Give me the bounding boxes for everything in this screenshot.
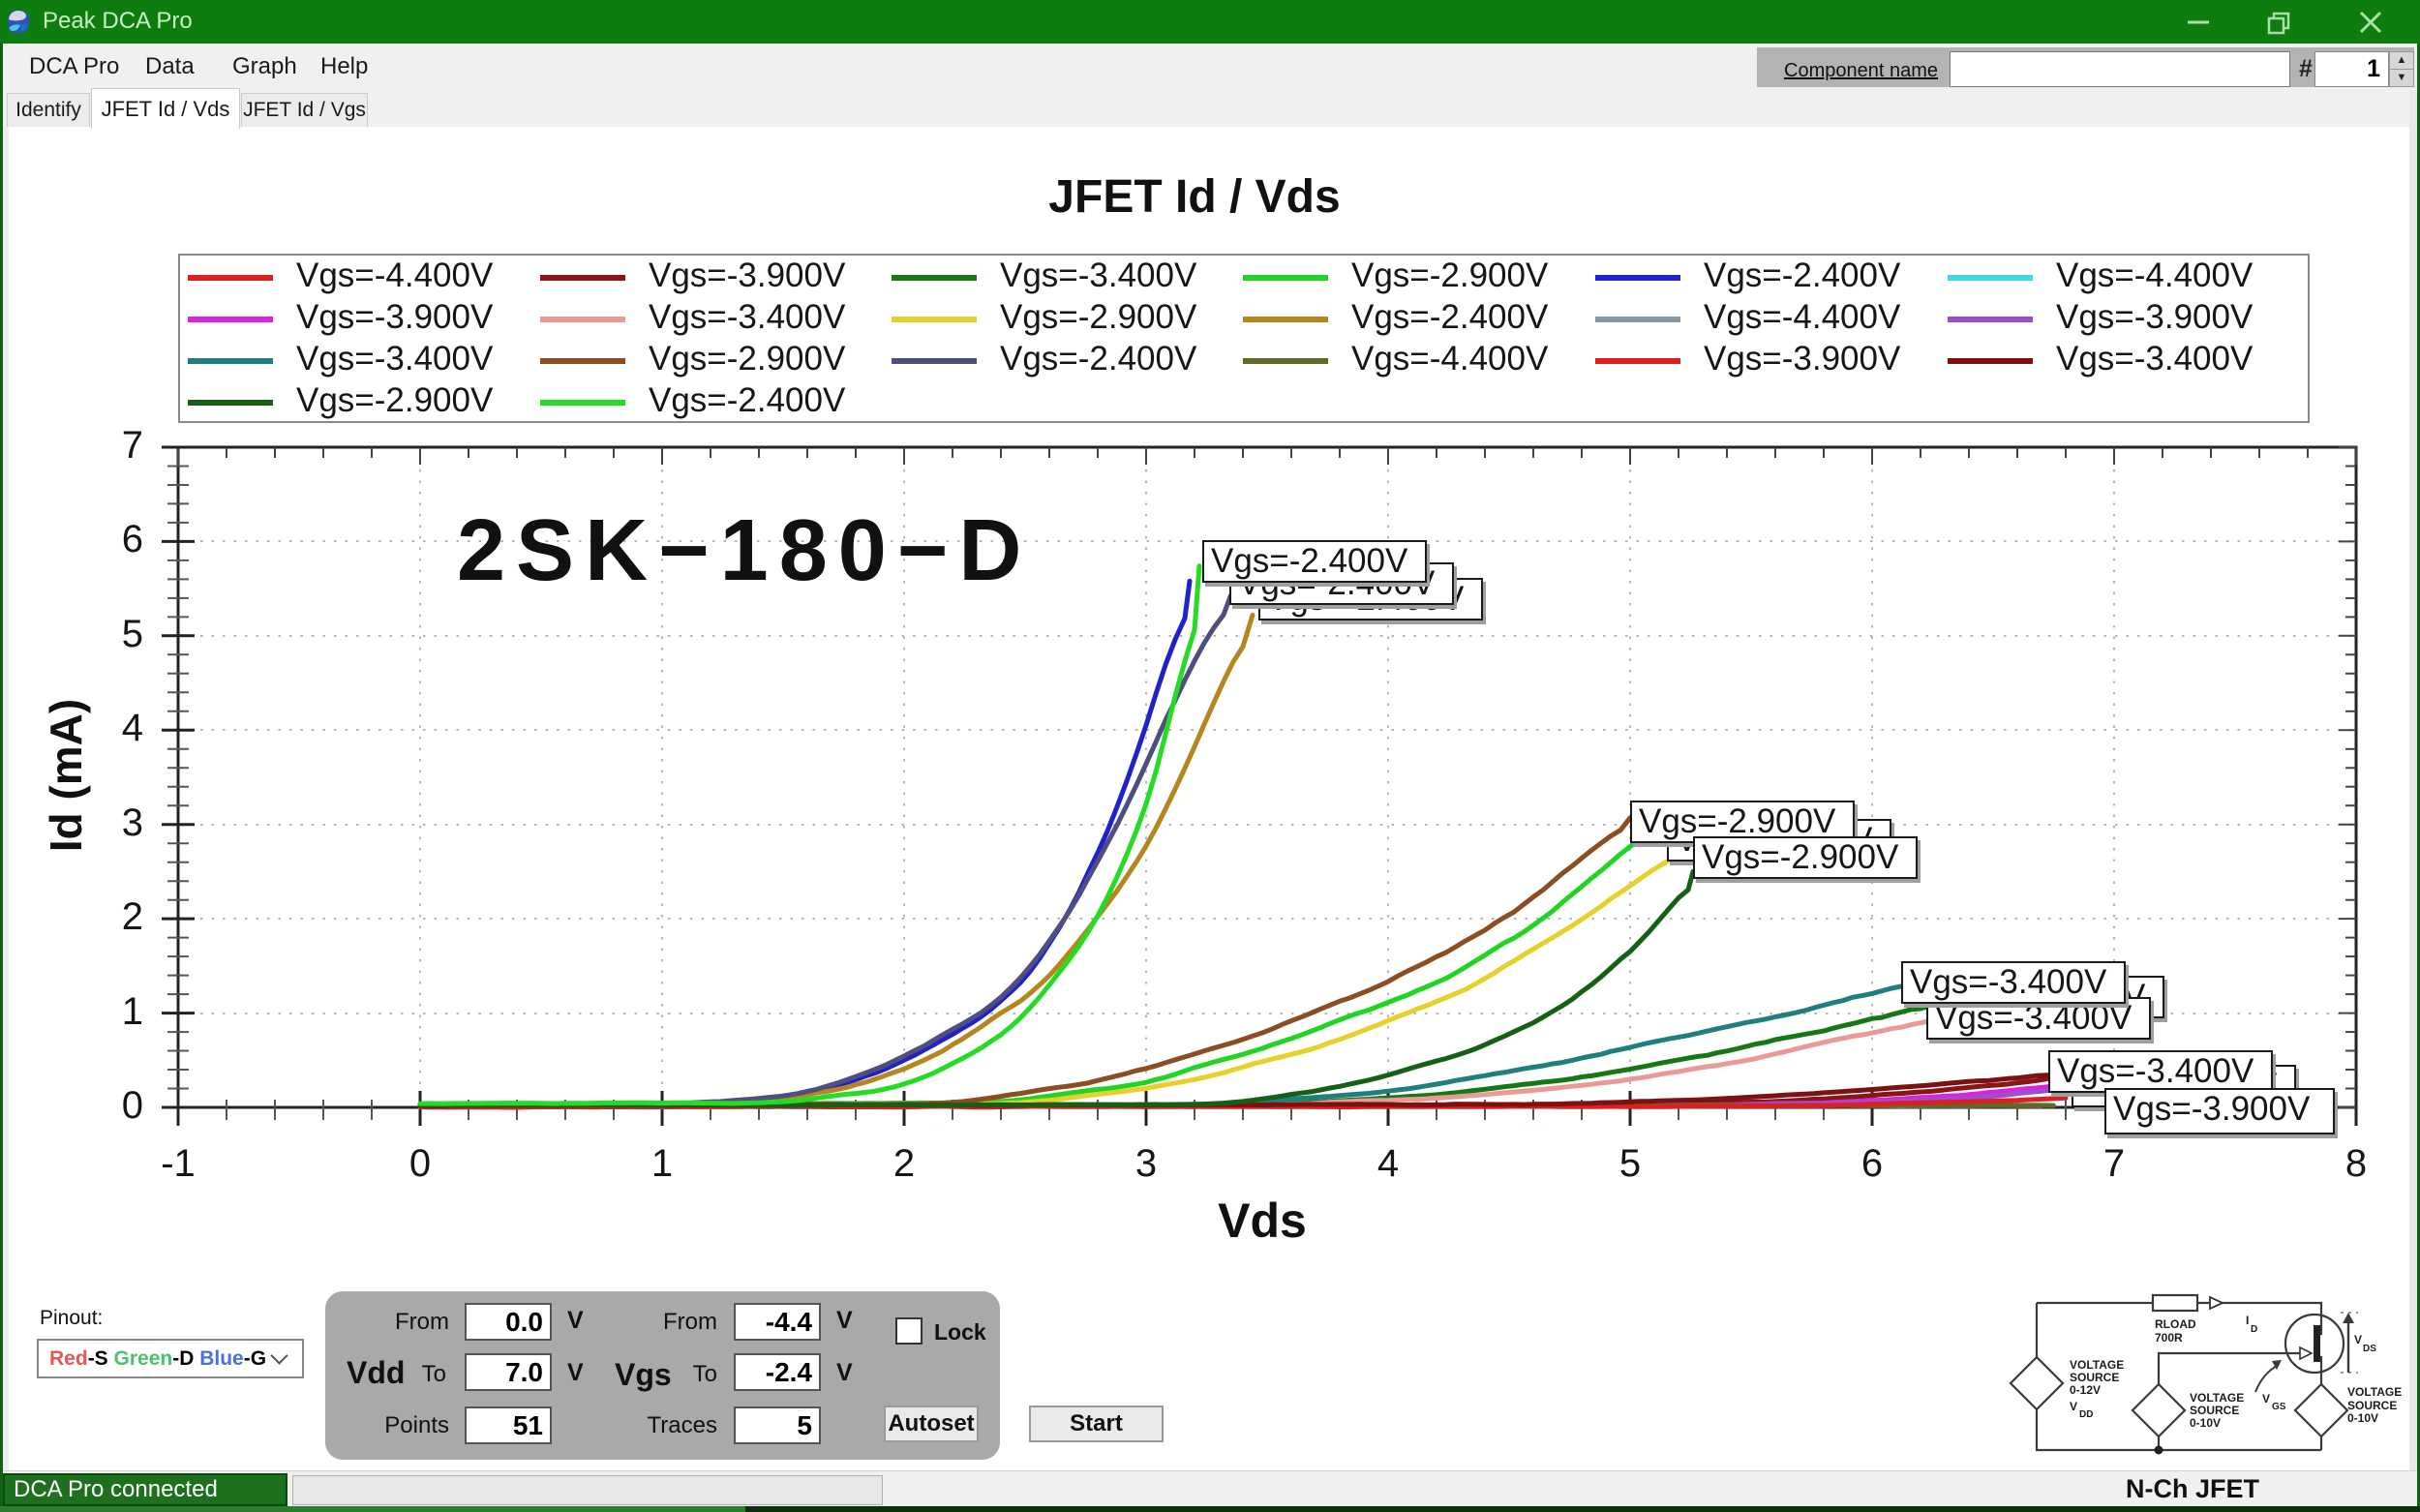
svg-text:V: V — [2354, 1333, 2362, 1346]
svg-text:0-10V: 0-10V — [2347, 1411, 2378, 1425]
svg-text:RLOAD: RLOAD — [2155, 1317, 2196, 1331]
svg-text:D: D — [2251, 1324, 2257, 1335]
svg-text:0-10V: 0-10V — [2190, 1416, 2221, 1430]
svg-text:SOURCE: SOURCE — [2070, 1371, 2119, 1384]
svg-text:SOURCE: SOURCE — [2347, 1399, 2397, 1412]
svg-text:V: V — [2070, 1400, 2077, 1413]
svg-text:700R: 700R — [2155, 1331, 2183, 1345]
svg-text:GS: GS — [2272, 1402, 2286, 1412]
svg-text:I: I — [2246, 1314, 2249, 1327]
svg-text:DS: DS — [2363, 1344, 2376, 1354]
svg-text:VOLTAGE: VOLTAGE — [2070, 1358, 2124, 1372]
svg-text:DD: DD — [2079, 1409, 2093, 1420]
svg-text:VOLTAGE: VOLTAGE — [2347, 1385, 2402, 1399]
svg-text:VOLTAGE: VOLTAGE — [2190, 1391, 2244, 1405]
svg-text:0-12V: 0-12V — [2070, 1383, 2101, 1397]
svg-text:SOURCE: SOURCE — [2190, 1404, 2239, 1417]
svg-text:V: V — [2262, 1392, 2270, 1406]
